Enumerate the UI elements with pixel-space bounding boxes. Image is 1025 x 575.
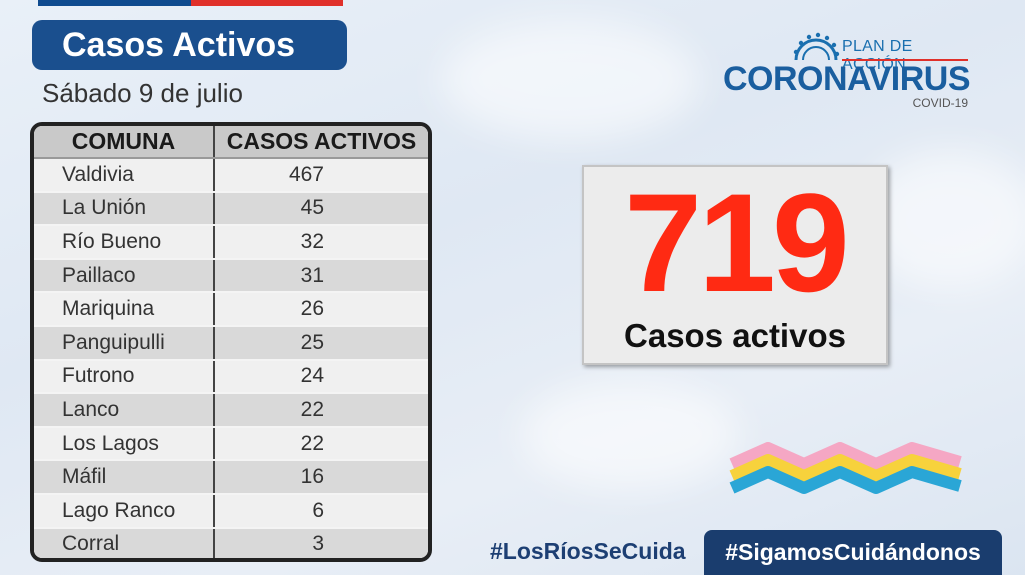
comuna-cell: Corral [34,527,215,558]
table-row: Corral 3 [34,527,428,558]
virus-icon [793,32,840,61]
casos-cell: 467 [214,158,428,193]
coronavirus-plan-logo: PLAN DE ACCIÓN CORONAVIRUS COVID-19 [720,30,971,110]
comuna-cell: Panguipulli [34,325,215,361]
casos-cell: 24 [214,359,428,395]
flag-stripe [38,0,343,6]
casos-cell: 25 [214,325,428,361]
comuna-cell: Lanco [34,393,215,428]
background-cloud [520,380,740,490]
casos-cell: 32 [214,225,428,260]
casos-cell: 45 [214,191,428,227]
casos-cell: 16 [214,460,428,495]
comuna-cell: Paillaco [34,258,215,294]
casos-cell: 22 [214,426,428,462]
table-row: La Unión 45 [34,191,428,227]
background-cloud [440,20,700,140]
comuna-cell: Futrono [34,359,215,395]
casos-cell: 6 [214,493,428,529]
hashtag-sigamos-text: #SigamosCuidándonos [725,539,981,565]
page-title-text: Casos Activos [62,25,296,64]
comuna-cell: Máfil [34,460,215,495]
table-row: Panguipulli 25 [34,325,428,361]
table-row: Lanco 22 [34,393,428,428]
page-title: Casos Activos [32,20,347,70]
comuna-cell: Río Bueno [34,225,215,260]
regional-waves-graphic [729,442,962,494]
table-row: Río Bueno 32 [34,225,428,260]
total-cases-card: 719 Casos activos [582,165,888,365]
comuna-cell: La Unión [34,191,215,227]
comuna-cell: Los Lagos [34,426,215,462]
casos-cell: 26 [214,292,428,327]
cases-table: COMUNA CASOS ACTIVOS Valdivia 467 La Unió… [30,122,432,562]
table-row: Mariquina 26 [34,292,428,327]
table-row: Lago Ranco 6 [34,493,428,529]
casos-cell: 31 [214,258,428,294]
casos-cell: 22 [214,393,428,428]
table-header-row: COMUNA CASOS ACTIVOS [34,126,428,159]
casos-cell: 3 [214,527,428,558]
total-cases-number: 719 [624,164,850,321]
table-row: Valdivia 467 [34,158,428,193]
column-header-casos: CASOS ACTIVOS [214,126,428,159]
table-row: Máfil 16 [34,460,428,495]
comuna-cell: Lago Ranco [34,493,215,529]
total-cases-label: Casos activos [624,317,846,354]
logo-sub-text: COVID-19 [912,96,968,110]
comuna-cell: Valdivia [34,158,215,193]
comuna-cell: Mariquina [34,292,215,327]
hashtag-sigamos-banner: #SigamosCuidándonos [704,530,1002,575]
logo-name-text: CORONAVIRUS [723,60,971,98]
table-row: Futrono 24 [34,359,428,395]
column-header-comuna: COMUNA [34,126,215,159]
table-row: Paillaco 31 [34,258,428,294]
hashtag-los-rios: #LosRíosSeCuida [490,538,686,564]
table-row: Los Lagos 22 [34,426,428,462]
report-date: Sábado 9 de julio [42,78,243,108]
logo-divider [842,59,968,61]
